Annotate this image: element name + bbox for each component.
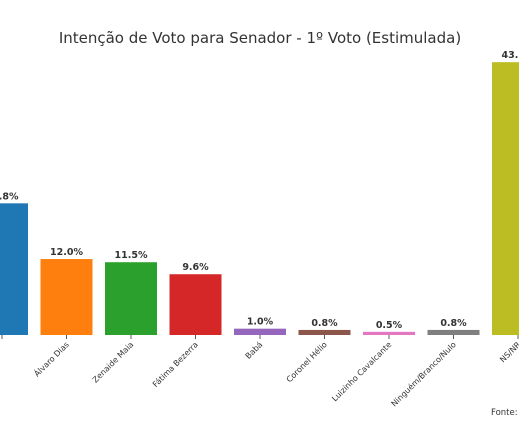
- value-label: 0.8%: [440, 318, 467, 329]
- bar: [427, 329, 480, 335]
- x-tick-label: Coronel Hélio: [284, 339, 329, 384]
- source-note: Fonte:: [491, 408, 518, 418]
- value-label: 9.6%: [182, 262, 209, 273]
- x-tick-label: Fátima Bezerra: [151, 340, 200, 389]
- bar: [492, 62, 519, 335]
- value-label: 0.5%: [376, 320, 403, 331]
- x-tick-label: Ninguém/Branco/Nulo: [389, 339, 458, 408]
- x-tick-label: Zenaide Maia: [91, 340, 136, 385]
- bar: [105, 262, 157, 335]
- chart-title: Intenção de Voto para Senador - 1º Voto …: [59, 29, 461, 47]
- value-label: 11.5%: [115, 250, 148, 261]
- x-tick-label: Babá: [244, 340, 265, 361]
- bar: [363, 331, 415, 335]
- bar: [0, 203, 28, 335]
- value-label: 43.1%: [502, 50, 519, 61]
- value-label: 1.0%: [247, 317, 274, 328]
- bar: [298, 329, 351, 335]
- bar: [234, 328, 286, 335]
- x-tick-label: Luizinho Cavalcante: [330, 340, 393, 403]
- value-label: 20.8%: [0, 191, 19, 202]
- x-tick-label: Álvaro Dias: [31, 339, 71, 379]
- bar: [40, 259, 93, 335]
- value-label: 0.8%: [311, 318, 338, 329]
- bar: [169, 274, 222, 335]
- value-label: 12.0%: [50, 247, 83, 258]
- x-tick-label: NS/NR: [498, 340, 519, 365]
